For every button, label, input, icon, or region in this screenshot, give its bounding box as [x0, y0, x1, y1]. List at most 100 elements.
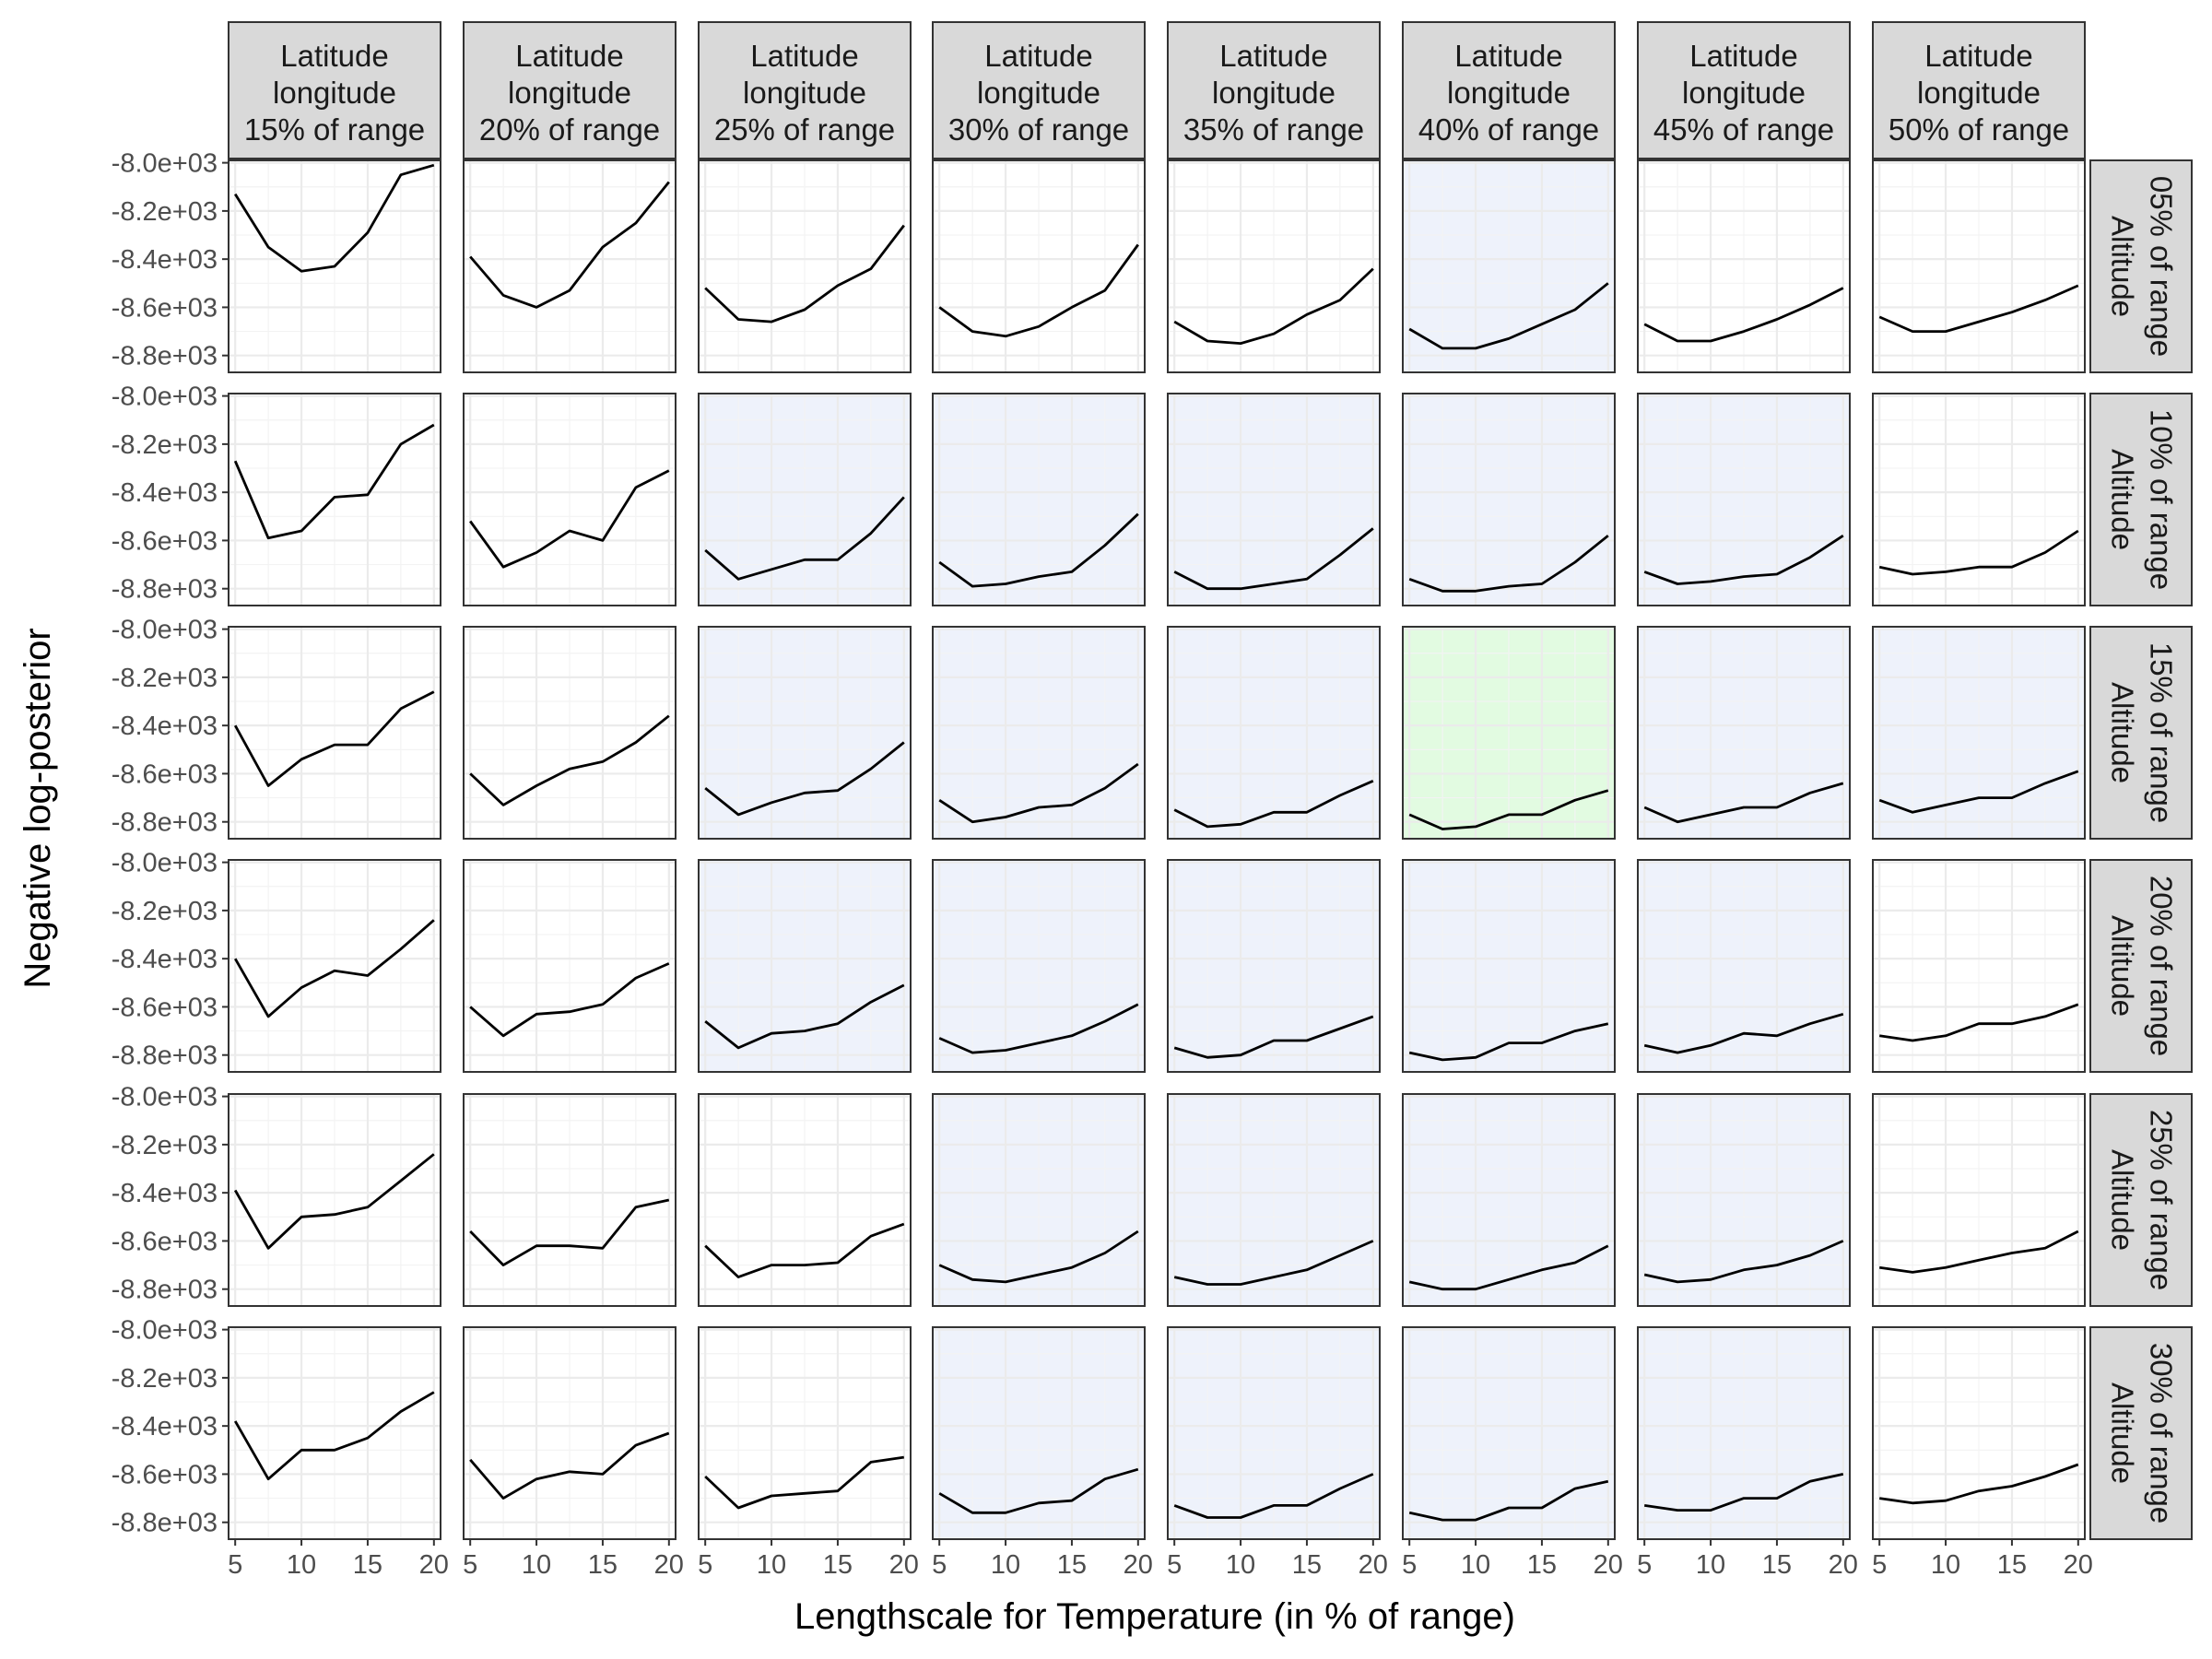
panels-layer	[228, 159, 2086, 1540]
strip-label: 45% of range	[1653, 112, 1834, 147]
y-tick-label: -8.2e+03	[112, 664, 218, 693]
strip-label: Latitude	[1454, 39, 1562, 73]
panel-border	[1402, 1093, 1616, 1307]
panel-r2-c1	[228, 393, 441, 606]
series-line	[1408, 1479, 1609, 1522]
strip-label: Latitude	[1219, 39, 1327, 73]
row-strip-6: Altitude 30% of range	[2089, 1326, 2193, 1540]
x-tick-label: 5	[1167, 1550, 1182, 1580]
panel-border	[463, 859, 677, 1073]
panel-r1-c8	[1872, 159, 2086, 373]
strip-background	[2089, 1326, 2193, 1540]
panel-border	[1402, 393, 1616, 606]
x-tick-label: 15	[1762, 1550, 1792, 1580]
series-line	[704, 741, 905, 817]
panel-r2-c8	[1872, 393, 2086, 606]
panel-border	[463, 159, 677, 373]
panel-border	[1872, 159, 2086, 373]
strip-label: Latitude	[1924, 39, 2032, 73]
panel-r2-c6	[1402, 393, 1616, 606]
panel-border	[932, 1093, 1146, 1307]
strip-label: longitude	[273, 76, 396, 110]
x-tick-label: 20	[889, 1550, 919, 1580]
series-line	[704, 224, 905, 324]
panel-r6-c3	[698, 1326, 912, 1540]
x-tick-label: 15	[823, 1550, 853, 1580]
panel-r4-c2	[463, 859, 677, 1073]
strip-label: Latitude	[984, 39, 1092, 73]
strip-label: 05% of range	[2145, 176, 2179, 357]
y-tick-label: -8.6e+03	[112, 1460, 218, 1489]
panel-border	[932, 859, 1146, 1073]
strip-background	[228, 21, 441, 159]
panel-r3-c6	[1402, 626, 1616, 840]
panel-border	[1872, 393, 2086, 606]
series-line	[1408, 789, 1609, 830]
strip-label: Altitude	[2106, 1382, 2140, 1484]
series-line	[1173, 527, 1374, 591]
y-tick-label: -8.2e+03	[112, 1131, 218, 1160]
y-axis-row-6: -8.0e+03 -8.2e+03 -8.4e+03 -8.6e+03 -8.8e+03	[112, 1316, 229, 1538]
y-axis-row-2: -8.0e+03 -8.2e+03 -8.4e+03 -8.6e+03 -8.8e+03	[112, 382, 229, 605]
panel-border	[1402, 859, 1616, 1073]
y-tick-label: -8.0e+03	[112, 149, 218, 179]
x-tick-label: 15	[1527, 1550, 1557, 1580]
series-line	[234, 163, 435, 273]
x-tick-label: 5	[932, 1550, 947, 1580]
strip-background	[1167, 21, 1381, 159]
series-line	[938, 512, 1139, 588]
series-line	[1173, 267, 1374, 346]
panel-border	[1637, 1093, 1851, 1307]
series-line	[1643, 1473, 1844, 1512]
panel-border	[463, 1326, 677, 1540]
panel-border	[228, 626, 441, 840]
panel-r2-c3	[698, 393, 912, 606]
x-tick-label: 5	[228, 1550, 242, 1580]
panel-r6-c1	[228, 1326, 441, 1540]
strip-label: Latitude	[280, 39, 388, 73]
series-line	[1878, 284, 2079, 334]
series-line	[1173, 1473, 1374, 1519]
strip-background	[1637, 21, 1851, 159]
panel-border	[463, 1093, 677, 1307]
series-line	[938, 1467, 1139, 1514]
series-line	[1408, 535, 1609, 593]
panel-border	[932, 626, 1146, 840]
series-line	[233, 1153, 435, 1250]
series-line	[704, 1455, 905, 1510]
x-tick-label: 20	[2064, 1550, 2093, 1580]
panel-border	[1872, 626, 2086, 840]
strip-label: longitude	[1212, 76, 1335, 110]
y-tick-label: -8.6e+03	[112, 1227, 218, 1256]
strip-label: longitude	[508, 76, 631, 110]
x-tick-label: 10	[1931, 1550, 1960, 1580]
panel-r3-c5	[1167, 626, 1381, 840]
panel-border	[1637, 626, 1851, 840]
strip-label: 30% of range	[2145, 1343, 2179, 1524]
x-tick-label: 10	[1226, 1550, 1255, 1580]
panel-r2-c4	[932, 393, 1146, 606]
x-axis-col-2: 5 10 15 20	[463, 1539, 684, 1580]
strip-label: 30% of range	[948, 112, 1129, 147]
y-tick-label: -8.8e+03	[112, 575, 218, 605]
panel-border	[932, 1326, 1146, 1540]
x-tick-label: 5	[698, 1550, 712, 1580]
panel-border	[1167, 1326, 1381, 1540]
x-tick-label: 5	[1402, 1550, 1417, 1580]
y-tick-label: -8.6e+03	[112, 993, 218, 1022]
y-tick-label: -8.6e+03	[112, 759, 218, 789]
y-tick-label: -8.0e+03	[112, 1083, 218, 1112]
x-tick-label: 20	[1124, 1550, 1153, 1580]
y-tick-label: -8.2e+03	[112, 197, 218, 227]
panel-border	[1402, 626, 1616, 840]
panel-r5-c7	[1637, 1093, 1851, 1307]
panel-r6-c7	[1637, 1326, 1851, 1540]
y-tick-label: -8.8e+03	[112, 342, 218, 371]
strip-background	[698, 21, 912, 159]
x-tick-label: 5	[463, 1550, 477, 1580]
series-line	[1878, 529, 2079, 576]
